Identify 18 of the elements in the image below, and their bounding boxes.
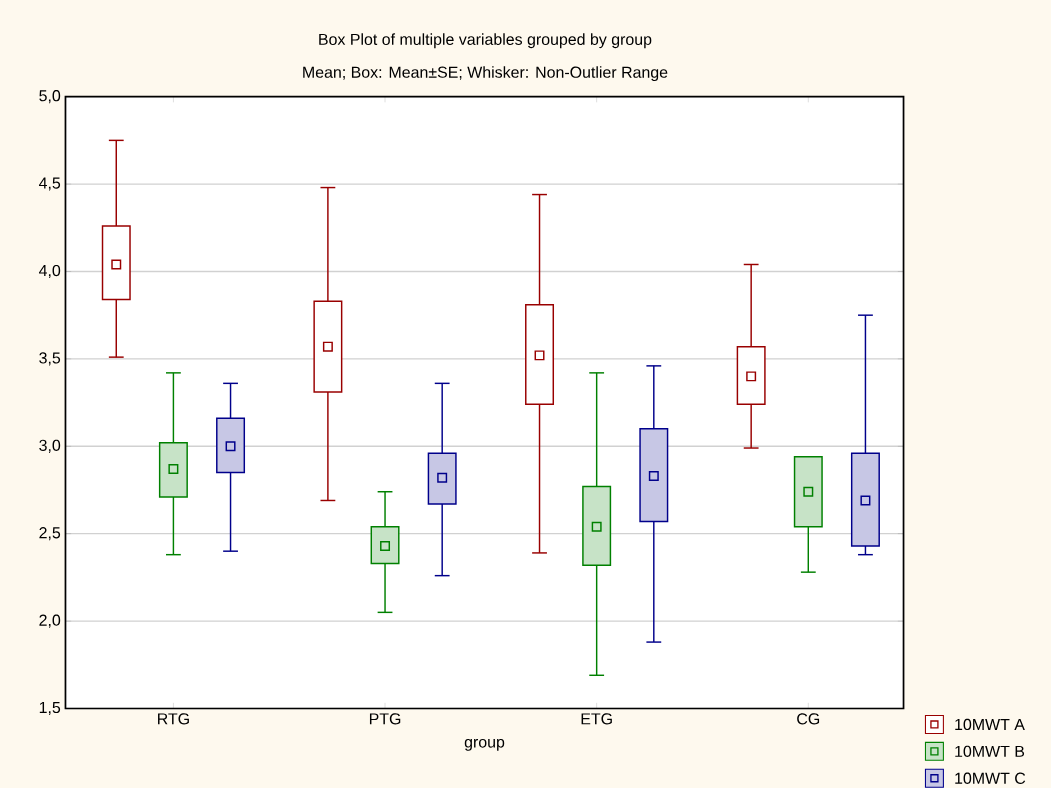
y-tick-label: 4,0: [38, 264, 61, 278]
y-tick-label: 4,5: [38, 177, 61, 191]
x-axis-title: group: [464, 738, 505, 751]
legend-label: 10MWT A: [955, 718, 1025, 730]
y-tick-label: 5,0: [39, 89, 61, 104]
y-tick-label: 3,0: [39, 439, 61, 453]
legend-label: 10MWT B: [955, 745, 1025, 757]
x-tick-label: PTG: [369, 713, 401, 725]
y-tick-label: 2,5: [39, 527, 61, 541]
x-tick-label: RTG: [158, 713, 189, 725]
legend-label: 10MWT C: [955, 772, 1026, 784]
y-tick-label: 1,5: [39, 701, 61, 715]
chart-title: Box Plot of multiple variables grouped by group: [319, 33, 652, 49]
y-tick-label: 3,5: [39, 352, 61, 366]
x-tick-label: ETG: [581, 713, 612, 725]
y-tick-label: 2,0: [39, 614, 61, 628]
chart-subtitle: Mean; Box: Mean±SE; Whisker: Non-Outlier Range: [303, 66, 668, 81]
x-tick-label: CG: [797, 713, 820, 725]
